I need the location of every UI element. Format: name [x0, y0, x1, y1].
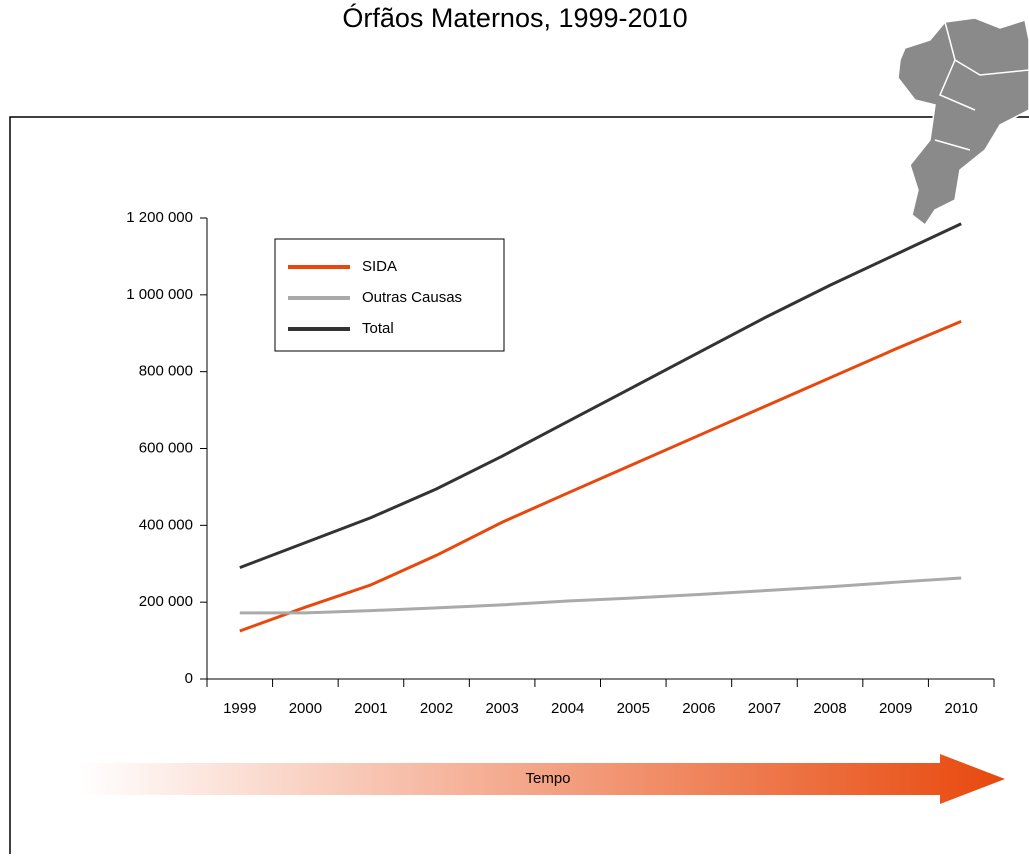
x-tick-label: 2002 [420, 700, 453, 717]
series-line [239, 319, 962, 633]
y-tick-label: 1 200 000 [126, 209, 193, 226]
series-line [239, 222, 962, 569]
y-tick-label: 200 000 [139, 593, 193, 610]
x-tick-label: 2008 [813, 700, 846, 717]
arrow-label: Tempo [525, 770, 570, 787]
x-tick-label: 1999 [223, 700, 256, 717]
map-borders [934, 21, 1029, 151]
chart-title: Órfãos Maternos, 1999-2010 [342, 2, 687, 33]
x-tick-label: 2003 [485, 700, 518, 717]
x-tick-label: 2001 [354, 700, 387, 717]
x-tick-label: 2009 [879, 700, 912, 717]
legend-label: Total [362, 320, 394, 337]
time-arrow [78, 754, 1005, 804]
y-tick-label: 1 000 000 [126, 286, 193, 303]
legend-label: Outras Causas [362, 289, 462, 306]
y-tick-label: 0 [185, 670, 193, 687]
y-tick-label: 800 000 [139, 363, 193, 380]
x-tick-label: 2006 [682, 700, 715, 717]
y-tick-label: 400 000 [139, 516, 193, 533]
map-icon [897, 17, 1029, 227]
legend-label: SIDA [362, 258, 397, 275]
frame [9, 116, 1029, 859]
y-tick-label: 600 000 [139, 439, 193, 456]
x-tick-label: 2007 [748, 700, 781, 717]
series-line [239, 576, 962, 615]
x-tick-label: 2000 [289, 700, 322, 717]
x-tick-label: 2010 [945, 700, 978, 717]
x-tick-label: 2005 [617, 700, 650, 717]
legend-box [274, 238, 505, 352]
x-tick-label: 2004 [551, 700, 584, 717]
